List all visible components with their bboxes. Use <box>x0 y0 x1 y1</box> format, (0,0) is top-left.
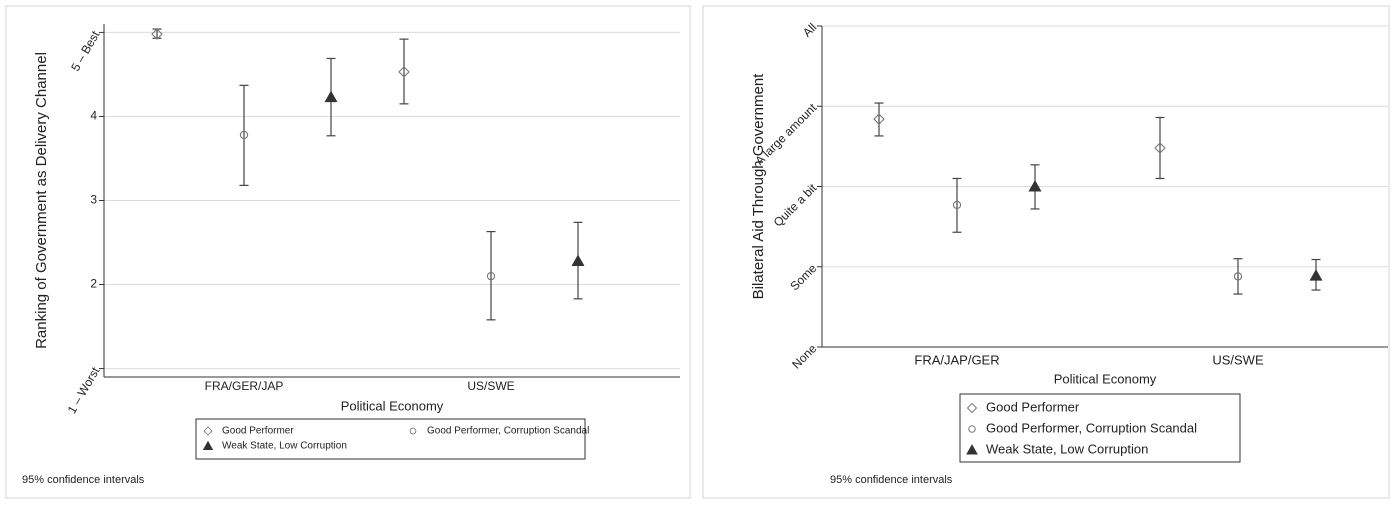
data-point-triangle <box>1028 180 1042 192</box>
legend-marker-triangle <box>966 444 978 455</box>
data-point-triangle <box>1309 269 1323 281</box>
legend-label: Good Performer, Corruption Scandal <box>427 426 589 437</box>
confidence-note: 95% confidence intervals <box>22 474 145 486</box>
data-point-circle <box>486 271 496 281</box>
y-tick-label: 2 <box>90 277 97 291</box>
legend-marker <box>966 402 978 414</box>
y-tick-label: 3 <box>90 193 97 207</box>
x-axis-title: Political Economy <box>341 398 444 413</box>
x-category-label: US/SWE <box>1212 352 1264 367</box>
legend-marker <box>409 427 417 435</box>
y-axis-title: Ranking of Government as Delivery Channe… <box>33 52 50 349</box>
legend-marker <box>202 440 214 450</box>
data-point-circle <box>1233 272 1243 281</box>
legend-box <box>195 418 586 460</box>
legend-label: Weak State, Low Corruption <box>986 441 1148 456</box>
legend-marker <box>968 425 976 433</box>
legend-marker <box>203 426 213 436</box>
x-axis-title: Political Economy <box>1054 371 1157 386</box>
data-point-diamond <box>1154 142 1166 154</box>
legend-box <box>959 393 1241 463</box>
data-point-triangle <box>571 254 585 267</box>
x-category-label: FRA/JAP/GER <box>914 352 999 367</box>
data-point-circle <box>952 200 962 210</box>
panel-frame <box>5 5 691 499</box>
x-category-label: FRA/GER/JAP <box>205 379 284 393</box>
legend-marker <box>966 444 978 455</box>
data-point-triangle <box>324 90 338 103</box>
data-point-diamond <box>398 66 410 78</box>
y-axis-title: Bilateral Aid Through Government <box>750 73 767 300</box>
legend-marker-triangle <box>202 440 214 450</box>
x-category-label: US/SWE <box>467 379 514 393</box>
confidence-note: 95% confidence intervals <box>830 474 953 486</box>
legend-label: Good Performer, Corruption Scandal <box>986 420 1197 435</box>
legend-label: Good Performer <box>986 399 1080 414</box>
legend-marker-circle <box>409 427 417 435</box>
data-point-circle <box>239 130 249 140</box>
legend-marker-diamond <box>966 402 978 414</box>
data-point-diamond <box>873 113 885 125</box>
legend-marker-circle <box>968 425 976 433</box>
y-tick-label: 4 <box>90 109 97 123</box>
legend-label: Good Performer <box>222 426 294 437</box>
legend-marker-diamond <box>203 426 213 436</box>
legend-label: Weak State, Low Corruption <box>222 441 347 452</box>
data-point-diamond <box>151 28 163 40</box>
